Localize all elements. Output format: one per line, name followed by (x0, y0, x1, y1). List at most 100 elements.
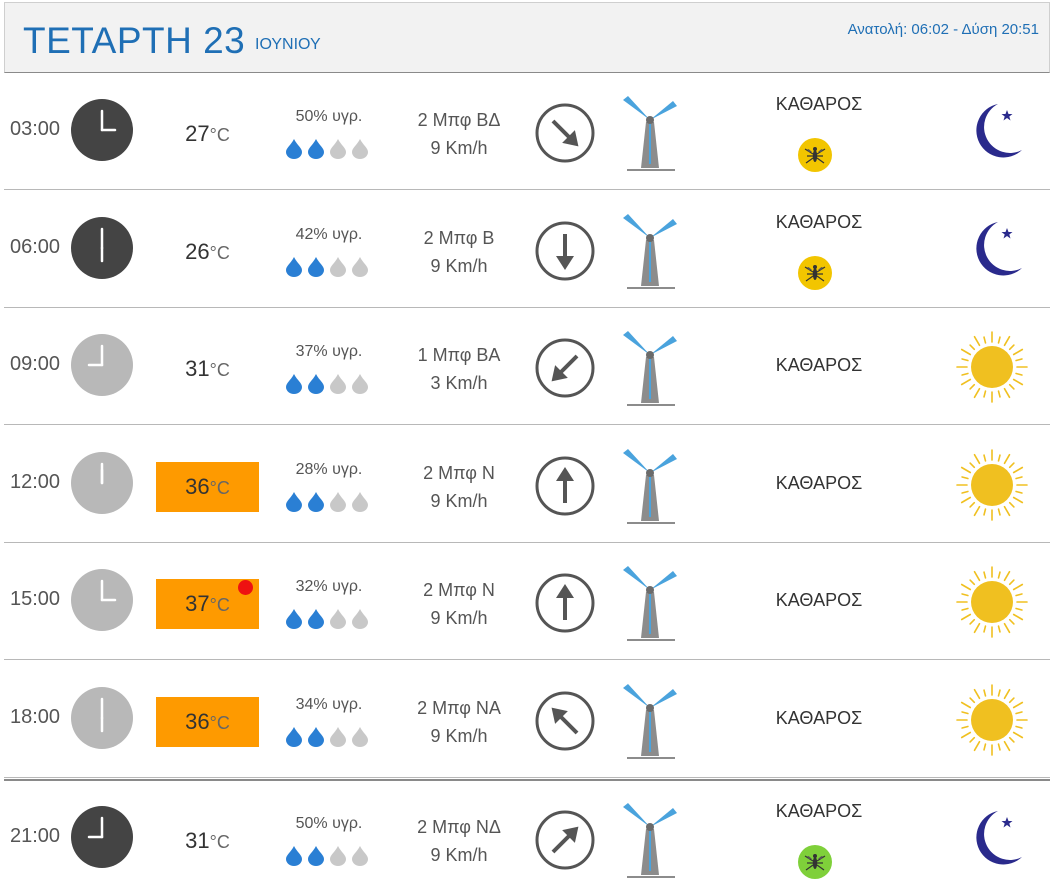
wind-info: 1 Μπφ ΒΑ 3 Km/h (394, 341, 524, 397)
wind-beaufort: 2 Μπφ ΝΑ (417, 697, 501, 718)
forecast-row: 03:00 27°C 50% υγρ. 2 Μπφ ΒΔ 9 Km/h ΚΑΘΑΡΟΣ (4, 74, 1050, 190)
temperature: 27°C (156, 109, 259, 159)
temperature-value: 27 (185, 121, 210, 146)
temperature-value: 31 (185, 828, 210, 853)
condition-label: ΚΑΘΑΡΟΣ (775, 94, 863, 114)
wind-turbine-icon (619, 445, 681, 527)
temperature-value: 26 (185, 238, 210, 264)
condition-label: ΚΑΘΑΡΟΣ (775, 590, 863, 610)
temperature-value: 31 (185, 356, 210, 381)
clock-icon (70, 686, 134, 750)
wind-beaufort: 2 Μπφ Ν (423, 462, 495, 483)
wind-info: 2 Μπφ Ν 9 Km/h (394, 576, 524, 632)
forecast-row: 06:00 26°C 42% υγρ. 2 Μπφ Β 9 Km/h ΚΑΘΑΡΟΣ (4, 192, 1050, 308)
condition-label: ΚΑΘΑΡΟΣ (775, 801, 863, 821)
temperature-unit: °C (209, 477, 230, 498)
wind-direction-arrow-icon (534, 102, 596, 164)
wind-info: 2 Μπφ ΝΑ 9 Km/h (394, 694, 524, 750)
wind-beaufort: 2 Μπφ Ν (423, 580, 495, 600)
wind-turbine-icon (619, 680, 681, 762)
humidity-label: 28% υγρ. (295, 460, 363, 478)
sun-icon (954, 564, 1030, 640)
wind-turbine-icon (619, 562, 681, 644)
sun-icon (954, 447, 1030, 523)
temperature: 31°C (156, 816, 259, 866)
wind-beaufort: 2 Μπφ Β (423, 227, 495, 248)
temperature-unit: °C (209, 125, 230, 145)
wind-speed: 9 Km/h (430, 725, 488, 746)
clock-icon (70, 451, 134, 515)
clock-icon (70, 333, 134, 397)
heat-alert-dot (238, 580, 253, 595)
sunrise-sunset: Ανατολή: 06:02 - Δύση 20:51 (847, 21, 1039, 38)
condition-label: ΚΑΘΑΡΟΣ (775, 211, 863, 232)
temperature-value: 37 (185, 591, 210, 616)
condition-label: ΚΑΘΑΡΟΣ (775, 472, 863, 493)
forecast-row: 21:00 31°C 50% υγρ. 2 Μπφ ΝΔ 9 Km/h ΚΑΘΑΡΟΣ (4, 779, 1050, 895)
wind-direction-arrow-icon (534, 809, 596, 871)
day-header: ΤΕΤΑΡΤΗ 23 ΙΟΥΝΙΟΥ Ανατολή: 06:02 - Δύση… (4, 2, 1050, 73)
wind-direction-arrow-icon (534, 572, 596, 634)
temperature: 37°C (156, 579, 259, 629)
temperature-unit: °C (209, 832, 230, 852)
humidity-drops-icon (284, 255, 374, 277)
wind-info: 2 Μπφ Ν 9 Km/h (394, 459, 524, 515)
temperature-value: 36 (185, 708, 210, 734)
forecast-row: 15:00 37°C 32% υγρ. 2 Μπφ Ν 9 Km/h ΚΑΘΑΡΟΣ (4, 544, 1050, 660)
wind-info: 2 Μπφ Β 9 Km/h (394, 224, 524, 280)
sun-icon (954, 329, 1030, 405)
wind-info: 2 Μπφ ΝΔ 9 Km/h (394, 813, 524, 869)
humidity-label: 34% υγρ. (295, 695, 363, 713)
humidity-drops-icon (284, 607, 374, 629)
time-label: 06:00 (10, 235, 61, 258)
wind-speed: 3 Km/h (430, 373, 488, 393)
mosquito-icon (797, 844, 833, 880)
humidity-label: 32% υγρ. (295, 578, 363, 595)
wind-info: 2 Μπφ ΒΔ 9 Km/h (394, 106, 524, 162)
mosquito-icon (797, 255, 833, 291)
wind-turbine-icon (619, 327, 681, 409)
sun-icon (954, 682, 1030, 758)
humidity-label: 42% υγρ. (295, 225, 363, 243)
forecast-row: 12:00 36°C 28% υγρ. 2 Μπφ Ν 9 Km/h ΚΑΘΑΡΟΣ (4, 427, 1050, 543)
temperature-unit: °C (209, 242, 230, 263)
wind-speed: 9 Km/h (430, 490, 488, 511)
wind-beaufort: 2 Μπφ ΒΔ (417, 110, 501, 130)
clock-icon (70, 805, 134, 869)
temperature: 36°C (156, 461, 259, 512)
wind-speed: 9 Km/h (430, 255, 488, 276)
temperature-unit: °C (209, 595, 230, 615)
humidity-drops-icon (284, 844, 374, 866)
day-title: ΤΕΤΑΡΤΗ 23 (23, 20, 246, 61)
time-label: 15:00 (10, 588, 61, 610)
moon-icon (954, 801, 1030, 877)
temperature: 26°C (156, 227, 259, 277)
time-label: 12:00 (10, 470, 61, 493)
temperature-unit: °C (209, 360, 230, 380)
temperature: 31°C (156, 344, 259, 394)
mosquito-icon (797, 137, 833, 173)
wind-direction-arrow-icon (534, 220, 596, 282)
humidity-label: 37% υγρ. (295, 343, 363, 360)
wind-beaufort: 1 Μπφ ΒΑ (417, 345, 501, 365)
humidity-drops-icon (284, 490, 374, 512)
clock-icon (70, 98, 134, 162)
forecast-row: 09:00 31°C 37% υγρ. 1 Μπφ ΒΑ 3 Km/h ΚΑΘΑΡΟΣ (4, 309, 1050, 425)
time-label: 18:00 (10, 705, 61, 728)
forecast-row: 18:00 36°C 34% υγρ. 2 Μπφ ΝΑ 9 Km/h ΚΑΘΑΡΟΣ (4, 662, 1050, 778)
wind-turbine-icon (619, 799, 681, 881)
humidity-label: 50% υγρ. (295, 815, 363, 832)
humidity-drops-icon (284, 137, 374, 159)
time-label: 21:00 (10, 825, 61, 847)
wind-speed: 9 Km/h (430, 608, 488, 628)
wind-direction-arrow-icon (534, 690, 596, 752)
temperature: 36°C (156, 696, 259, 747)
wind-direction-arrow-icon (534, 337, 596, 399)
temperature-unit: °C (209, 712, 230, 733)
humidity-drops-icon (284, 372, 374, 394)
wind-turbine-icon (619, 210, 681, 292)
condition-label: ΚΑΘΑΡΟΣ (775, 355, 863, 375)
time-label: 03:00 (10, 118, 61, 140)
time-label: 09:00 (10, 353, 61, 375)
humidity-drops-icon (284, 725, 374, 747)
